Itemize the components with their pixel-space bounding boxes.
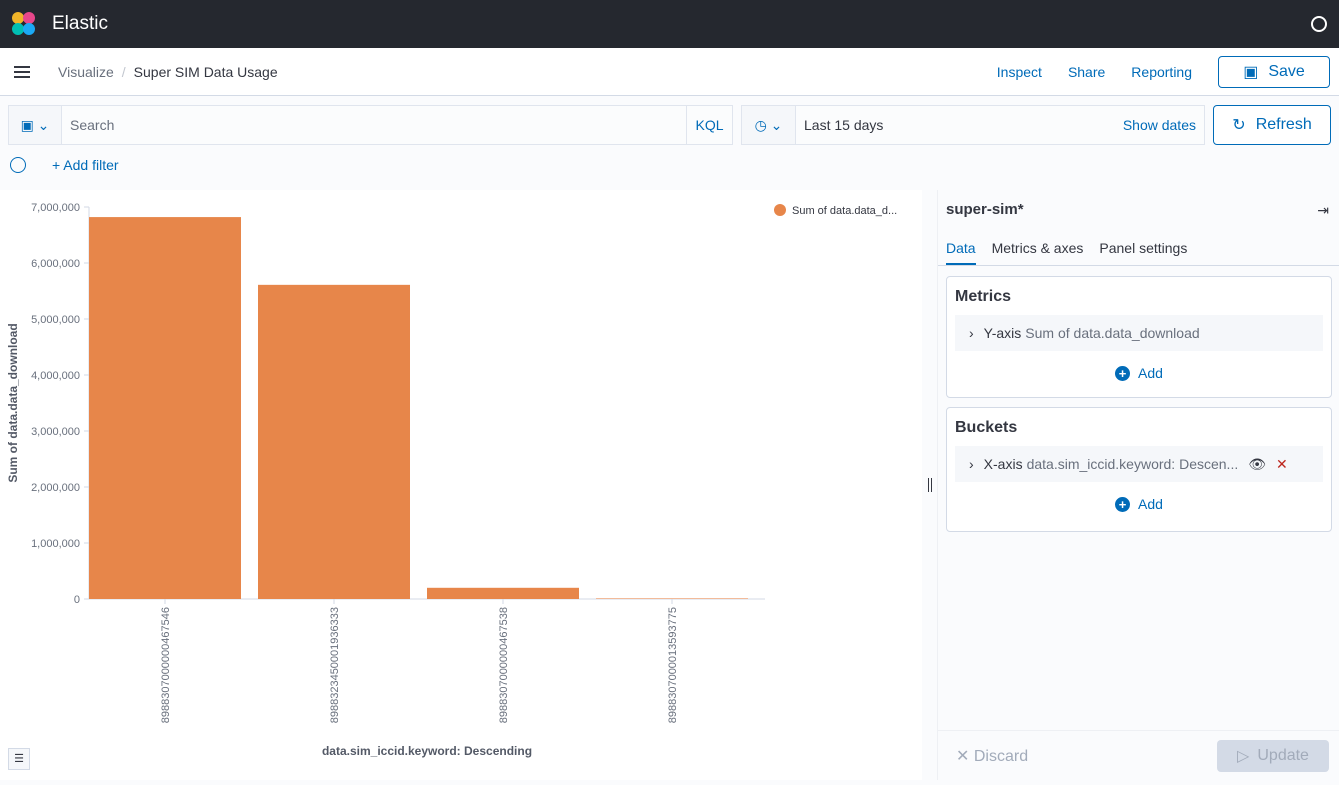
bar [427, 587, 579, 599]
metrics-card: Metrics › Y-axis Sum of data.data_downlo… [946, 276, 1332, 398]
collapse-sidebar-icon[interactable]: ⇥ [1317, 202, 1329, 218]
bar-chart: 0 1,000,000 2,000,000 3,000,000 4,000,000 5,0… [6, 202, 897, 758]
x-tick-label: 8988307000000467546 [160, 607, 172, 723]
chart-area: 0 1,000,000 2,000,000 3,000,000 4,000,000 5,0… [0, 190, 932, 780]
legend-item: Sum of data.data_d... [792, 205, 897, 217]
chevron-right-icon[interactable]: › [969, 325, 974, 341]
chevron-right-icon[interactable]: › [969, 456, 974, 472]
legend-swatch [774, 204, 786, 216]
remove-icon[interactable]: ✕ [1276, 455, 1288, 472]
bar [258, 284, 410, 599]
app-title: Elastic [52, 13, 108, 34]
search-input[interactable]: Search [70, 117, 115, 133]
bar [89, 217, 241, 599]
filter-options-icon[interactable] [10, 157, 26, 173]
breadcrumb-visualize[interactable]: Visualize [58, 63, 114, 80]
editor-sidebar: super-sim* ⇥ Data Metrics & axes Panel s… [937, 190, 1339, 780]
help-icon[interactable] [1311, 16, 1327, 32]
date-range[interactable]: Last 15 days [804, 117, 884, 133]
metrics-title: Metrics [955, 288, 1012, 305]
kql-toggle[interactable]: KQL [686, 106, 732, 144]
y-tick-label: 1,000,000 [31, 538, 80, 550]
y-axis-title: Sum of data.data_download [6, 323, 20, 482]
refresh-icon: ↻ [1232, 117, 1246, 134]
x-tick-label: 8988307000013593775 [667, 607, 679, 723]
tab-metrics-axes[interactable]: Metrics & axes [991, 240, 1084, 256]
quick-date-menu[interactable]: ◷ ⌄ [742, 106, 796, 144]
refresh-button[interactable]: ↻ Refresh [1213, 105, 1331, 145]
menu-icon[interactable] [14, 65, 30, 78]
eye-icon[interactable]: 👁 [1248, 455, 1266, 472]
y-tick-label: 7,000,000 [31, 202, 80, 214]
buckets-title: Buckets [955, 419, 1018, 436]
elastic-logo-icon[interactable] [12, 12, 36, 36]
tab-panel-settings[interactable]: Panel settings [1099, 240, 1188, 256]
add-metric-button[interactable]: + Add [947, 365, 1331, 381]
header-nav: Visualize / Super SIM Data Usage Inspect… [0, 48, 1339, 96]
date-picker: ◷ ⌄ Last 15 days Show dates [741, 105, 1205, 145]
plus-icon: + [1115, 365, 1131, 381]
y-tick-label: 0 [74, 594, 80, 606]
y-tick-label: 4,000,000 [31, 370, 80, 382]
tab-data[interactable]: Data [946, 238, 976, 265]
add-filter-link[interactable]: + Add filter [52, 157, 119, 173]
plus-icon: + [1115, 496, 1131, 512]
x-axis-title: data.sim_iccid.keyword: Descending [322, 744, 532, 758]
buckets-card: Buckets › X-axis data.sim_iccid.keyword:… [946, 407, 1332, 532]
saved-query-menu[interactable]: ▣ ⌄ [9, 106, 62, 144]
save-icon: ▣ [1243, 63, 1259, 81]
save-button[interactable]: ▣ Save [1218, 55, 1330, 88]
top-bar: Elastic [0, 0, 1339, 48]
share-link[interactable]: Share [1067, 63, 1106, 80]
index-pattern-title: super-sim* [946, 201, 1024, 218]
show-dates-link[interactable]: Show dates [1122, 117, 1196, 133]
y-tick-label: 6,000,000 [31, 258, 80, 270]
legend-toggle-icon[interactable]: ☰ [8, 748, 30, 770]
inspect-link[interactable]: Inspect [996, 63, 1042, 80]
bar [596, 598, 748, 599]
reporting-link[interactable]: Reporting [1131, 63, 1192, 80]
breadcrumb-current: Super SIM Data Usage [133, 63, 278, 80]
x-tick-label: 8988323450001936333 [329, 607, 341, 723]
y-tick-label: 5,000,000 [31, 314, 80, 326]
x-axis-bucket[interactable]: › X-axis data.sim_iccid.keyword: Descen.… [955, 446, 1323, 482]
resize-handle[interactable] [928, 478, 932, 492]
y-tick-label: 3,000,000 [31, 426, 80, 438]
y-axis-metric[interactable]: › Y-axis Sum of data.data_download [955, 315, 1323, 351]
x-tick-label: 8988307000000467538 [498, 607, 510, 723]
y-tick-label: 2,000,000 [31, 482, 80, 494]
search-bar: ▣ ⌄ Search KQL [8, 105, 733, 145]
update-button[interactable]: ▷ Update [1217, 739, 1329, 772]
add-bucket-button[interactable]: + Add [947, 496, 1331, 512]
discard-button[interactable]: ✕ Discard [956, 747, 1029, 765]
